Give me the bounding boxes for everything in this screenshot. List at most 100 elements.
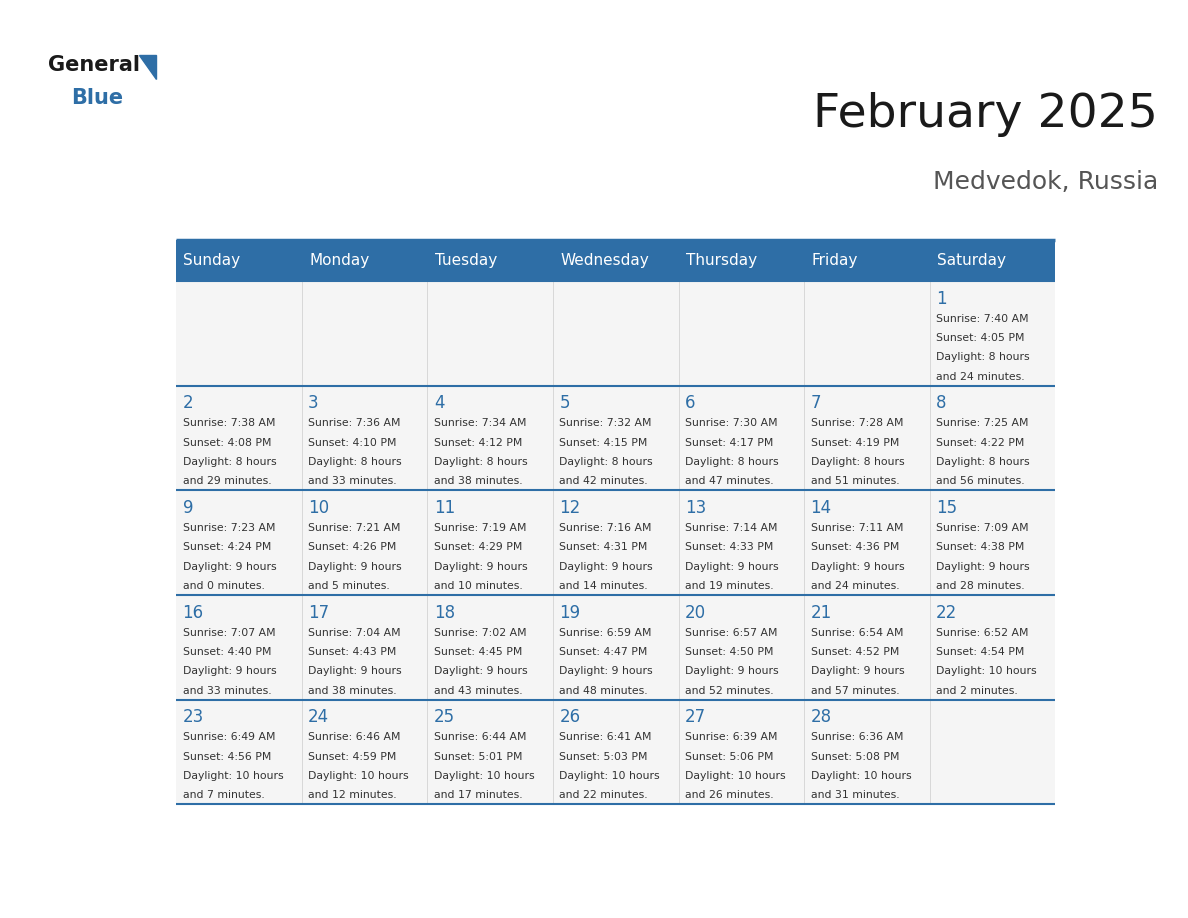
- Text: and 47 minutes.: and 47 minutes.: [685, 476, 773, 487]
- Text: Sunset: 4:15 PM: Sunset: 4:15 PM: [560, 438, 647, 448]
- Text: Sunset: 4:38 PM: Sunset: 4:38 PM: [936, 543, 1024, 553]
- Text: 10: 10: [308, 498, 329, 517]
- Text: 5: 5: [560, 395, 570, 412]
- Text: Sunset: 4:50 PM: Sunset: 4:50 PM: [685, 647, 773, 657]
- Bar: [176, 281, 1055, 386]
- Text: Sunset: 4:10 PM: Sunset: 4:10 PM: [308, 438, 397, 448]
- Text: and 38 minutes.: and 38 minutes.: [308, 686, 397, 696]
- Text: Daylight: 9 hours: Daylight: 9 hours: [434, 666, 527, 677]
- Text: and 0 minutes.: and 0 minutes.: [183, 581, 265, 591]
- Text: Sunset: 4:26 PM: Sunset: 4:26 PM: [308, 543, 397, 553]
- Text: Daylight: 9 hours: Daylight: 9 hours: [183, 666, 276, 677]
- Text: General: General: [48, 54, 139, 74]
- Bar: [176, 595, 1055, 700]
- Polygon shape: [139, 54, 156, 79]
- Bar: [176, 386, 1055, 490]
- Text: Daylight: 9 hours: Daylight: 9 hours: [183, 562, 276, 572]
- Text: 15: 15: [936, 498, 958, 517]
- Text: Daylight: 9 hours: Daylight: 9 hours: [810, 562, 904, 572]
- Text: 23: 23: [183, 708, 204, 726]
- Text: Daylight: 9 hours: Daylight: 9 hours: [434, 562, 527, 572]
- Text: Sunrise: 7:09 AM: Sunrise: 7:09 AM: [936, 523, 1029, 533]
- Text: Daylight: 9 hours: Daylight: 9 hours: [685, 562, 778, 572]
- Text: Sunrise: 7:30 AM: Sunrise: 7:30 AM: [685, 419, 778, 429]
- Text: and 2 minutes.: and 2 minutes.: [936, 686, 1018, 696]
- Text: and 57 minutes.: and 57 minutes.: [810, 686, 899, 696]
- Text: Medvedok, Russia: Medvedok, Russia: [933, 170, 1158, 194]
- Text: Sunset: 5:01 PM: Sunset: 5:01 PM: [434, 752, 523, 762]
- Text: Sunset: 5:06 PM: Sunset: 5:06 PM: [685, 752, 773, 762]
- Text: Sunset: 4:36 PM: Sunset: 4:36 PM: [810, 543, 899, 553]
- Text: Thursday: Thursday: [685, 253, 757, 268]
- Text: Blue: Blue: [71, 87, 122, 107]
- Text: and 28 minutes.: and 28 minutes.: [936, 581, 1025, 591]
- Text: Daylight: 9 hours: Daylight: 9 hours: [560, 666, 653, 677]
- Text: Sunrise: 7:04 AM: Sunrise: 7:04 AM: [308, 628, 400, 638]
- Text: Sunrise: 7:40 AM: Sunrise: 7:40 AM: [936, 314, 1029, 324]
- Text: Daylight: 9 hours: Daylight: 9 hours: [936, 562, 1030, 572]
- Text: Sunset: 4:52 PM: Sunset: 4:52 PM: [810, 647, 899, 657]
- Text: Sunrise: 7:32 AM: Sunrise: 7:32 AM: [560, 419, 652, 429]
- Text: and 12 minutes.: and 12 minutes.: [308, 790, 397, 800]
- Text: Sunset: 4:33 PM: Sunset: 4:33 PM: [685, 543, 773, 553]
- Text: 4: 4: [434, 395, 444, 412]
- Text: Monday: Monday: [309, 253, 369, 268]
- Text: Sunrise: 7:23 AM: Sunrise: 7:23 AM: [183, 523, 276, 533]
- Text: 9: 9: [183, 498, 194, 517]
- Text: Daylight: 9 hours: Daylight: 9 hours: [308, 666, 402, 677]
- Text: 6: 6: [685, 395, 695, 412]
- Text: Sunrise: 7:21 AM: Sunrise: 7:21 AM: [308, 523, 400, 533]
- Text: Daylight: 9 hours: Daylight: 9 hours: [308, 562, 402, 572]
- Text: and 22 minutes.: and 22 minutes.: [560, 790, 647, 800]
- Text: and 26 minutes.: and 26 minutes.: [685, 790, 773, 800]
- Text: and 51 minutes.: and 51 minutes.: [810, 476, 899, 487]
- Text: 13: 13: [685, 498, 706, 517]
- Text: 17: 17: [308, 603, 329, 621]
- Text: Daylight: 10 hours: Daylight: 10 hours: [434, 771, 535, 781]
- Text: Daylight: 8 hours: Daylight: 8 hours: [810, 457, 904, 467]
- Text: Sunset: 4:24 PM: Sunset: 4:24 PM: [183, 543, 271, 553]
- Text: Sunrise: 6:49 AM: Sunrise: 6:49 AM: [183, 733, 276, 742]
- Text: Daylight: 10 hours: Daylight: 10 hours: [308, 771, 409, 781]
- Text: Sunrise: 6:57 AM: Sunrise: 6:57 AM: [685, 628, 777, 638]
- Text: Daylight: 8 hours: Daylight: 8 hours: [560, 457, 653, 467]
- Text: Saturday: Saturday: [937, 253, 1006, 268]
- Text: and 24 minutes.: and 24 minutes.: [810, 581, 899, 591]
- Text: and 29 minutes.: and 29 minutes.: [183, 476, 271, 487]
- Text: Sunset: 4:43 PM: Sunset: 4:43 PM: [308, 647, 397, 657]
- Text: Sunset: 4:47 PM: Sunset: 4:47 PM: [560, 647, 647, 657]
- Bar: [176, 241, 1055, 281]
- Text: Sunset: 5:03 PM: Sunset: 5:03 PM: [560, 752, 647, 762]
- Text: and 43 minutes.: and 43 minutes.: [434, 686, 523, 696]
- Bar: [176, 490, 1055, 595]
- Text: and 42 minutes.: and 42 minutes.: [560, 476, 647, 487]
- Text: and 52 minutes.: and 52 minutes.: [685, 686, 773, 696]
- Text: 1: 1: [936, 290, 947, 308]
- Text: and 17 minutes.: and 17 minutes.: [434, 790, 523, 800]
- Text: Daylight: 9 hours: Daylight: 9 hours: [560, 562, 653, 572]
- Text: Sunrise: 6:52 AM: Sunrise: 6:52 AM: [936, 628, 1029, 638]
- Text: 26: 26: [560, 708, 581, 726]
- Text: Sunrise: 7:14 AM: Sunrise: 7:14 AM: [685, 523, 777, 533]
- Text: Sunset: 4:17 PM: Sunset: 4:17 PM: [685, 438, 773, 448]
- Text: 3: 3: [308, 395, 318, 412]
- Text: Tuesday: Tuesday: [435, 253, 497, 268]
- Text: and 31 minutes.: and 31 minutes.: [810, 790, 899, 800]
- Text: Sunset: 5:08 PM: Sunset: 5:08 PM: [810, 752, 899, 762]
- Text: and 33 minutes.: and 33 minutes.: [308, 476, 397, 487]
- Text: Daylight: 10 hours: Daylight: 10 hours: [560, 771, 661, 781]
- Text: Sunset: 4:54 PM: Sunset: 4:54 PM: [936, 647, 1024, 657]
- Text: Sunrise: 7:19 AM: Sunrise: 7:19 AM: [434, 523, 526, 533]
- Text: 14: 14: [810, 498, 832, 517]
- Text: 7: 7: [810, 395, 821, 412]
- Text: Sunset: 4:29 PM: Sunset: 4:29 PM: [434, 543, 523, 553]
- Text: Daylight: 8 hours: Daylight: 8 hours: [183, 457, 276, 467]
- Text: Sunrise: 7:25 AM: Sunrise: 7:25 AM: [936, 419, 1029, 429]
- Text: 21: 21: [810, 603, 832, 621]
- Text: Sunrise: 7:34 AM: Sunrise: 7:34 AM: [434, 419, 526, 429]
- Text: Sunrise: 7:11 AM: Sunrise: 7:11 AM: [810, 523, 903, 533]
- Text: Sunrise: 6:41 AM: Sunrise: 6:41 AM: [560, 733, 652, 742]
- Text: Daylight: 10 hours: Daylight: 10 hours: [183, 771, 283, 781]
- Text: Sunset: 4:22 PM: Sunset: 4:22 PM: [936, 438, 1024, 448]
- Text: Sunrise: 6:39 AM: Sunrise: 6:39 AM: [685, 733, 777, 742]
